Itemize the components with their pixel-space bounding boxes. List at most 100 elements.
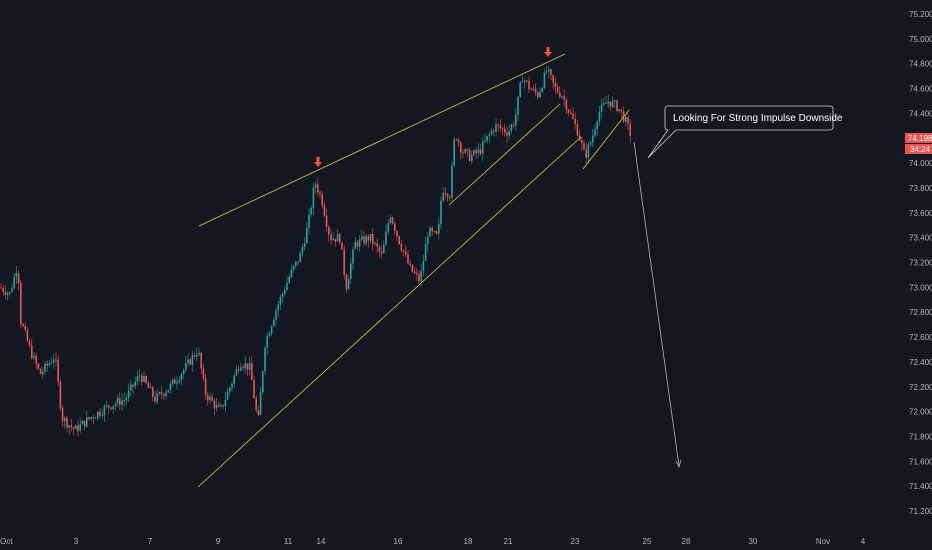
bearish-candle <box>193 355 196 357</box>
bearish-candle <box>339 233 341 243</box>
bullish-candle <box>517 96 519 115</box>
bearish-candle <box>407 254 409 264</box>
bearish-candle <box>578 135 581 141</box>
bullish-candle <box>94 417 97 419</box>
bullish-candle <box>231 383 233 388</box>
bearish-candle <box>24 326 26 330</box>
bearish-candle <box>534 88 537 93</box>
time-tick-label: Oct <box>0 537 13 546</box>
time-tick-label: 14 <box>317 537 326 546</box>
bearish-candle <box>17 273 20 284</box>
bullish-candle <box>352 249 354 264</box>
bullish-candle <box>90 417 92 419</box>
bullish-candle <box>284 290 286 294</box>
bullish-candle <box>53 359 55 363</box>
bearish-candle <box>583 143 585 150</box>
price-tick-label: 73.400 <box>909 234 932 243</box>
bullish-candle <box>389 217 392 223</box>
time-tick-label: 18 <box>464 537 473 546</box>
bearish-candle <box>251 362 253 380</box>
price-tick-label: 73.000 <box>909 283 932 292</box>
recent-support-trendline <box>582 109 630 170</box>
bearish-candle <box>132 384 134 387</box>
bearish-candle <box>526 80 528 82</box>
bullish-candle <box>303 243 306 247</box>
bearish-candle <box>609 101 612 107</box>
bearish-candle <box>433 231 436 233</box>
bearish-candle <box>59 381 62 409</box>
bearish-candle <box>345 275 348 290</box>
bearish-candle <box>356 242 359 247</box>
bullish-candle <box>229 387 231 392</box>
bearish-candle <box>222 405 224 407</box>
bullish-candle <box>495 124 497 132</box>
bearish-candle <box>605 103 607 105</box>
bullish-candle <box>143 376 145 382</box>
bearish-candle <box>585 149 587 158</box>
bearish-candle <box>200 352 202 369</box>
bullish-candle <box>482 141 484 154</box>
bearish-candle <box>475 150 477 153</box>
bullish-candle <box>191 355 194 365</box>
bearish-candle <box>20 283 22 324</box>
bullish-candle <box>273 319 275 327</box>
bullish-candle <box>312 187 315 209</box>
bearish-candle <box>22 323 24 327</box>
bullish-candle <box>383 244 385 254</box>
bullish-candle <box>295 261 297 266</box>
countdown-label: 34:24 <box>910 145 931 154</box>
bullish-candle <box>354 242 356 250</box>
price-tick-label: 72.000 <box>909 408 932 417</box>
bullish-candle <box>9 291 11 293</box>
bearish-candle <box>497 124 499 126</box>
time-tick-label: 9 <box>216 537 221 546</box>
bullish-candle <box>618 109 620 111</box>
bearish-candle <box>152 387 154 397</box>
bearish-candle <box>253 379 255 398</box>
bullish-candle <box>130 384 132 391</box>
bullish-candle <box>86 417 88 427</box>
bullish-candle <box>75 425 77 430</box>
bullish-candle <box>301 246 304 254</box>
bullish-candle <box>600 104 603 112</box>
bullish-candle <box>290 269 293 277</box>
bullish-candle <box>308 214 310 228</box>
current-price-badge <box>905 133 932 143</box>
price-tick-label: 75.200 <box>909 10 932 19</box>
bearish-candle <box>380 251 383 254</box>
bearish-candle <box>537 92 539 98</box>
annotation-callout[interactable]: Looking For Strong Impulse Downside <box>647 105 843 159</box>
bullish-candle <box>165 392 167 397</box>
bullish-candle <box>306 227 308 244</box>
bullish-candle <box>180 374 183 381</box>
markers-layer <box>314 47 552 167</box>
bullish-candle <box>336 233 339 242</box>
bullish-candle <box>471 154 473 161</box>
bullish-candle <box>523 80 526 82</box>
bearish-candle <box>378 246 381 252</box>
bullish-candle <box>97 411 99 418</box>
bearish-candle <box>319 192 321 195</box>
bullish-candle <box>44 363 46 372</box>
price-tick-label: 71.200 <box>909 507 932 516</box>
bearish-candle <box>147 382 150 388</box>
bullish-candle <box>543 72 546 88</box>
bullish-candle <box>15 273 18 277</box>
bearish-candle <box>444 192 447 195</box>
bullish-candle <box>515 114 517 126</box>
bearish-candle <box>328 226 330 235</box>
bullish-candle <box>453 139 455 166</box>
candles-layer <box>0 65 631 437</box>
bearish-candle <box>413 271 416 274</box>
bullish-candle <box>603 103 605 105</box>
bearish-candle <box>405 252 407 255</box>
bullish-candle <box>607 101 609 104</box>
bearish-candle <box>572 113 574 119</box>
bullish-candle <box>105 405 108 407</box>
bullish-candle <box>81 420 84 425</box>
bullish-candle <box>125 397 128 400</box>
bearish-candle <box>255 397 257 411</box>
bullish-candle <box>103 406 106 416</box>
bullish-candle <box>477 149 480 153</box>
